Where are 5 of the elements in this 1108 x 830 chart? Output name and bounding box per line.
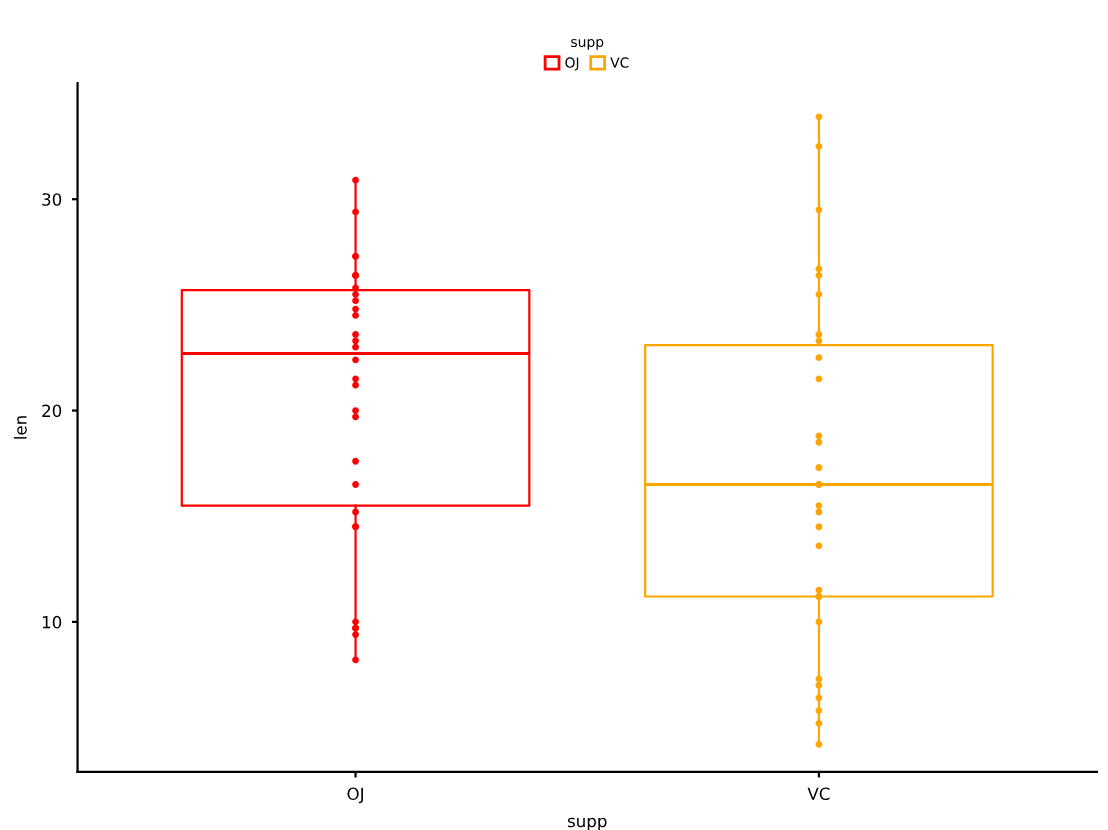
y-tick-label: 30 — [42, 193, 62, 206]
legend-title: supp — [567, 817, 607, 830]
y-tick-label: 10 — [42, 615, 62, 629]
y-axis-title: len — [13, 416, 27, 439]
y-tick-label: 20 — [42, 404, 62, 418]
